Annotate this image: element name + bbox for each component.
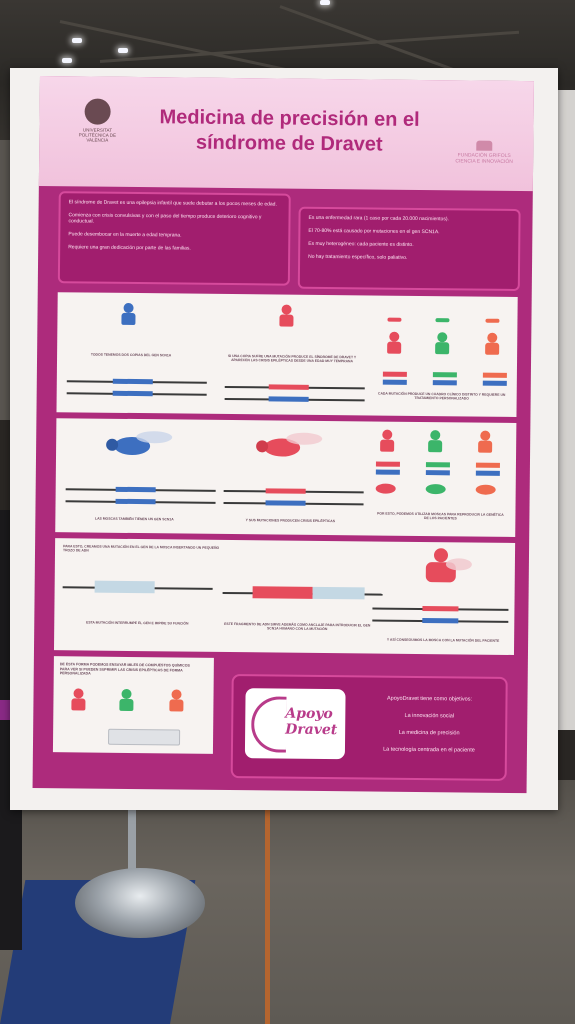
gene-segment bbox=[422, 618, 459, 624]
panel-flies-caption-1: LAS MOSCAS TAMBIÉN TIENEN UN GEN SCN1A bbox=[95, 516, 174, 522]
person-icon bbox=[478, 430, 493, 453]
gene-chip bbox=[435, 318, 450, 323]
fly-icon bbox=[106, 431, 176, 466]
apoyo-dravet-box: Apoyo Dravet ApoyoDravet tiene como obje… bbox=[230, 674, 508, 781]
apoyo-logo-word-2: Dravet bbox=[285, 721, 338, 739]
gene-segment bbox=[112, 390, 153, 397]
fly-icon bbox=[422, 482, 456, 496]
upv-seal-icon bbox=[84, 98, 111, 125]
gene-segment bbox=[425, 470, 450, 476]
crown-icon bbox=[476, 140, 493, 151]
gene-segment bbox=[375, 461, 400, 467]
panel-genes-caption-1: TODOS TENEMOS DOS COPIAS DEL GEN SCN1A bbox=[90, 352, 172, 358]
person-icon bbox=[485, 332, 500, 355]
gene-segment bbox=[265, 500, 306, 506]
objectives-list: ApoyoDravet tiene como objetivos: La inn… bbox=[359, 695, 500, 764]
fly-icon bbox=[472, 483, 506, 497]
person-icon bbox=[279, 304, 294, 327]
intro-left-line: Requiere una gran dedicación por parte d… bbox=[68, 244, 191, 252]
person-icon bbox=[387, 331, 402, 354]
panel-flies-caption-2: Y SUS MUTACIONES PRODUCEN CRISIS EPILÉPT… bbox=[245, 518, 336, 524]
gene-segment bbox=[475, 462, 500, 468]
butterfly-icon bbox=[250, 696, 287, 753]
fly-icon bbox=[372, 481, 406, 495]
person-icon bbox=[71, 688, 86, 711]
gene-segment bbox=[432, 380, 457, 386]
objective-item: La innovación social bbox=[404, 712, 455, 720]
panel-flies-caption-3: POR ESTO, PODEMOS UTILIZAR MOSCAS PARA R… bbox=[377, 511, 504, 521]
gene-segment bbox=[475, 470, 500, 476]
screening-caption: DE ESTA FORMA PODEMOS ENSAYAR MILES DE C… bbox=[59, 662, 190, 676]
gene-segment bbox=[268, 384, 309, 390]
panel-genes-caption-3: CADA MUTACIÓN PRODUCE UN CUADRO CLÍNICO … bbox=[378, 391, 506, 401]
gene-chip bbox=[387, 317, 402, 322]
gene-segment bbox=[482, 372, 507, 378]
objective-item: La medicina de precisión bbox=[398, 729, 460, 737]
gene-segment bbox=[375, 469, 400, 475]
panel-mutation-caption-0: PARA ESTO, CREAMOS UNA MUTACIÓN EN EL GE… bbox=[63, 544, 220, 553]
panel-mutation-caption-3: Y ASÍ CONSEGUIMOS LA MOSCA CON LA MUTACI… bbox=[386, 637, 500, 643]
intro-right-line: No hay tratamiento específico, solo pali… bbox=[308, 253, 408, 261]
ceiling-light bbox=[118, 48, 128, 53]
poster: UNIVERSITAT POLITÈCNICA DE VALÈNCIA Medi… bbox=[32, 76, 534, 794]
stand-base bbox=[75, 868, 205, 938]
person-icon bbox=[428, 430, 443, 453]
person-icon bbox=[121, 302, 136, 326]
gene-segment bbox=[268, 396, 309, 402]
apoyo-dravet-logo: Apoyo Dravet bbox=[244, 688, 346, 760]
foundation-logo: FUNDACIÓN GRIFOLS CIENCIA E INNOVACIÓN bbox=[444, 140, 524, 165]
gene-segment bbox=[425, 462, 450, 468]
gene-segment bbox=[382, 371, 407, 377]
gene-segment bbox=[115, 486, 156, 493]
gene-segment bbox=[265, 488, 306, 494]
intro-right-line: El 70-80% está causado por mutaciones en… bbox=[308, 227, 440, 236]
gene-segment bbox=[115, 498, 156, 505]
easel-leg bbox=[265, 800, 270, 1024]
intro-right-line: Es muy heterogéneo: cada paciente es dis… bbox=[308, 240, 414, 248]
intro-box-right: Es una enfermedad rara (1 caso por cada … bbox=[297, 206, 521, 292]
person-icon bbox=[380, 429, 395, 452]
gene-segment bbox=[112, 378, 153, 385]
person-icon bbox=[119, 688, 134, 712]
gene-segment bbox=[382, 379, 407, 385]
gene-segment bbox=[252, 586, 313, 599]
ceiling-beam bbox=[99, 30, 520, 63]
panel-genes-caption-2: SI UNA COPIA SUFRE UNA MUTACIÓN PRODUCE … bbox=[227, 353, 357, 364]
stand-pole bbox=[128, 790, 136, 880]
gene-segment bbox=[432, 372, 457, 378]
objective-item: La tecnología centrada en el paciente bbox=[383, 746, 475, 754]
panel-mutation-caption-2: ESTE FRAGMENTO DE ADN SIRVE ADEMÁS COMO … bbox=[224, 621, 371, 632]
gene-chip bbox=[485, 318, 500, 323]
apoyo-logo-word-1: Apoyo bbox=[285, 705, 333, 723]
intro-left-line: Puede desembocar en la muerte a edad tem… bbox=[68, 231, 182, 239]
screening-panel: DE ESTA FORMA PODEMOS ENSAYAR MILES DE C… bbox=[52, 656, 214, 754]
well-plate bbox=[108, 728, 181, 746]
intro-box-left: El síndrome de Dravet es una epilepsia i… bbox=[57, 191, 291, 286]
ceiling-light bbox=[72, 38, 82, 43]
objectives-heading: ApoyoDravet tiene como objetivos: bbox=[386, 695, 473, 703]
fly-person-icon bbox=[420, 548, 476, 595]
intro-right-line: Es una enfermedad rara (1 caso por cada … bbox=[308, 214, 449, 223]
panel-mutation-caption-1: ESTA MUTACIÓN INTERRUMPE EL GEN E IMPIDE… bbox=[86, 620, 189, 626]
intro-left-line: El síndrome de Dravet es una epilepsia i… bbox=[68, 199, 277, 208]
poster-header: UNIVERSITAT POLITÈCNICA DE VALÈNCIA Medi… bbox=[38, 76, 534, 192]
poster-title: Medicina de precisión en el síndrome de … bbox=[159, 106, 420, 156]
gene-segment bbox=[94, 580, 155, 594]
person-icon bbox=[169, 689, 184, 712]
ceiling-light bbox=[62, 58, 72, 63]
panel-mutation: PARA ESTO, CREAMOS UNA MUTACIÓN EN EL GE… bbox=[53, 538, 516, 655]
upv-logo-text: UNIVERSITAT POLITÈCNICA DE VALÈNCIA bbox=[78, 127, 117, 143]
fly-icon bbox=[256, 432, 326, 467]
foundation-logo-subtext: CIENCIA E INNOVACIÓN bbox=[455, 158, 513, 165]
panel-genes: TODOS TENEMOS DOS COPIAS DEL GEN SCN1A S… bbox=[56, 292, 518, 418]
panel-flies: LAS MOSCAS TAMBIÉN TIENEN UN GEN SCN1A Y… bbox=[55, 418, 517, 538]
person-icon bbox=[435, 332, 450, 355]
ceiling-light bbox=[320, 0, 330, 5]
gene-segment bbox=[482, 380, 507, 386]
gene-segment bbox=[422, 606, 459, 612]
upv-logo: UNIVERSITAT POLITÈCNICA DE VALÈNCIA bbox=[67, 98, 127, 143]
intro-left-line: Comienza con crisis convulsivas y con el… bbox=[68, 212, 262, 225]
gene-segment bbox=[312, 586, 365, 600]
